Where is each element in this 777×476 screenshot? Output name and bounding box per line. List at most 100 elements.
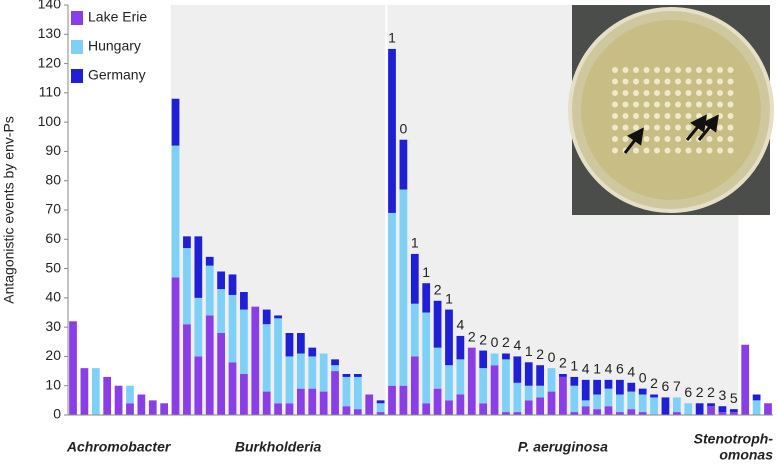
bar-segment	[388, 48, 396, 213]
bar-segment	[410, 303, 419, 357]
colony	[685, 101, 692, 108]
bar-annotation: 1	[411, 235, 419, 251]
bar-segment	[353, 409, 362, 415]
colony	[727, 136, 734, 142]
bar-segment	[308, 347, 317, 357]
bar-segment	[741, 344, 750, 415]
colony	[622, 90, 629, 96]
group-label: Burkholderia	[235, 439, 322, 455]
bar-segment	[593, 379, 601, 395]
bar-segment	[479, 350, 488, 369]
bar-segment	[445, 400, 453, 415]
bar-segment	[399, 385, 408, 415]
colony	[612, 136, 618, 142]
colony	[696, 78, 702, 85]
y-tick-label: 50	[45, 259, 61, 275]
bar-segment	[217, 333, 225, 415]
colony	[727, 113, 734, 119]
colony	[643, 67, 650, 73]
colony	[643, 124, 650, 131]
bar-segment	[296, 388, 305, 415]
bar-annotation: 4	[582, 361, 590, 377]
bar-annotation: 4	[456, 317, 464, 333]
bar-segment	[228, 294, 237, 363]
colony	[664, 113, 671, 119]
bar-annotation: 1	[422, 264, 430, 280]
bar-segment	[707, 406, 715, 415]
bar-segment	[547, 368, 556, 392]
colony	[717, 113, 723, 119]
colony	[622, 124, 629, 131]
bar-annotation: 2	[502, 334, 510, 350]
bar-segment	[661, 397, 670, 415]
colony	[675, 113, 681, 119]
colony	[727, 101, 734, 108]
bar-segment	[752, 394, 761, 401]
bar-segment	[513, 356, 522, 383]
colony	[612, 78, 618, 85]
bar-segment	[183, 248, 191, 325]
colony	[633, 90, 639, 96]
bar-segment	[217, 271, 225, 290]
colony	[706, 147, 713, 154]
bar-annotation: 2	[536, 346, 544, 362]
bar-annotation: 0	[491, 334, 499, 350]
colony	[685, 90, 692, 96]
colony	[706, 78, 713, 85]
bar-segment	[240, 292, 248, 310]
y-tick-label: 90	[45, 142, 61, 158]
y-tick-label: 100	[38, 113, 62, 129]
colony	[633, 147, 639, 154]
bar-segment	[616, 412, 624, 415]
bar-segment	[388, 212, 396, 386]
colony	[685, 113, 692, 119]
colony	[622, 136, 629, 142]
bar-segment	[331, 359, 339, 366]
bar-annotation: 2	[479, 331, 487, 347]
colony	[675, 78, 681, 85]
colony	[664, 67, 671, 73]
bar-segment	[422, 403, 431, 415]
bar-segment	[638, 412, 647, 415]
bar-segment	[331, 371, 339, 415]
bar-segment	[456, 394, 465, 415]
legend-swatch	[71, 11, 83, 25]
colony	[612, 147, 618, 154]
colony	[633, 124, 639, 131]
group-label: Stenotroph-	[694, 431, 774, 447]
bar-segment	[183, 324, 191, 415]
y-tick-label: 80	[45, 171, 61, 187]
bar-segment	[604, 406, 613, 415]
bar-segment	[114, 385, 123, 415]
colony	[643, 147, 650, 154]
colony	[696, 90, 702, 96]
bar-annotation: 6	[616, 361, 624, 377]
bar-segment	[376, 412, 385, 415]
bar-segment	[308, 388, 317, 415]
y-tick-label: 120	[38, 54, 62, 70]
bar-segment	[479, 368, 488, 404]
colony	[633, 101, 639, 108]
bar-segment	[194, 236, 203, 298]
bar-segment	[262, 324, 271, 392]
bar-segment	[650, 394, 658, 398]
y-tick-label: 20	[45, 347, 61, 363]
bar-segment	[80, 368, 89, 415]
bar-segment	[604, 379, 613, 389]
bar-segment	[342, 376, 351, 407]
colony	[622, 101, 629, 108]
bar-segment	[399, 189, 408, 386]
legend-swatch	[71, 40, 83, 54]
bar-annotation: 2	[559, 355, 567, 371]
bar-annotation: 0	[639, 369, 647, 385]
colony	[654, 78, 660, 85]
bar-segment	[296, 353, 305, 389]
colony	[612, 90, 618, 96]
colony	[633, 113, 639, 119]
bar-segment	[502, 353, 510, 360]
bar-segment	[433, 347, 442, 389]
colony	[706, 67, 713, 73]
colony	[706, 113, 713, 119]
bar-segment	[342, 406, 351, 415]
bar-segment	[593, 409, 601, 415]
